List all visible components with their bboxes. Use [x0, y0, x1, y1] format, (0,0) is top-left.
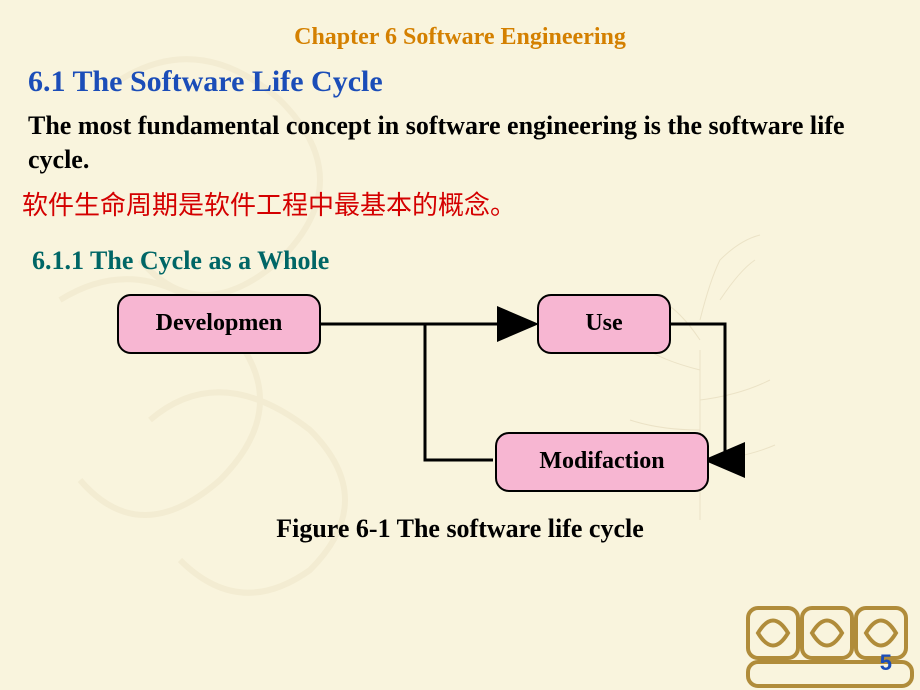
- node-use: Use: [537, 294, 671, 354]
- chapter-header: Chapter 6 Software Engineering: [0, 0, 920, 51]
- node-mod: Modifaction: [495, 432, 709, 492]
- lifecycle-diagram: Developmen Use Modifaction: [105, 294, 805, 504]
- body-paragraph-zh: 软件生命周期是软件工程中最基本的概念。: [22, 185, 892, 222]
- node-dev: Developmen: [117, 294, 321, 354]
- subsection-title: 6.1.1 The Cycle as a Whole: [32, 246, 920, 276]
- page-number: 5: [880, 650, 892, 676]
- body-paragraph-en: The most fundamental concept in software…: [28, 109, 892, 177]
- section-title: 6.1 The Software Life Cycle: [28, 65, 920, 99]
- figure-caption: Figure 6-1 The software life cycle: [0, 514, 920, 544]
